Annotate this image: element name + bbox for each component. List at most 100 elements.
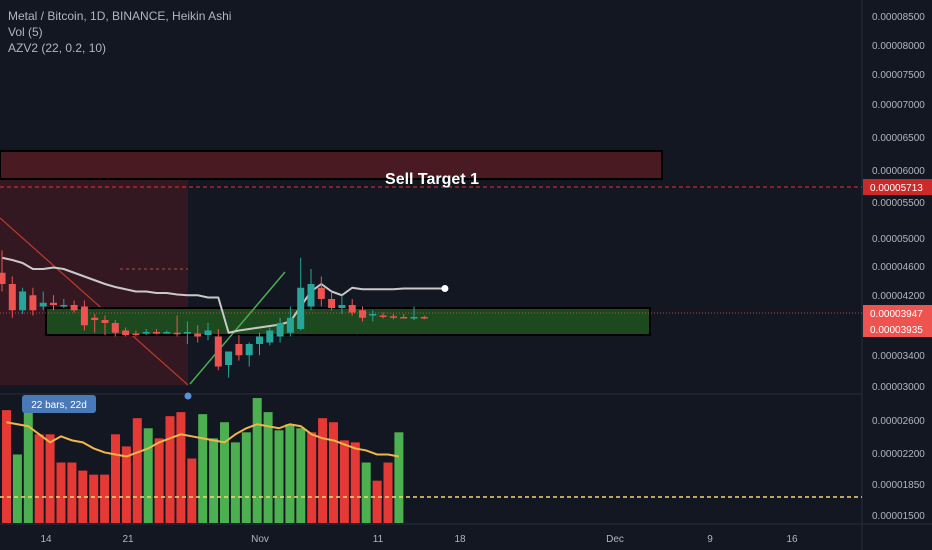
candle-body[interactable] [235,344,243,356]
candle-body[interactable] [0,272,6,284]
candle-body[interactable] [39,302,47,307]
candle-body[interactable] [307,284,315,307]
candle-body[interactable] [132,333,140,336]
candle-body[interactable] [389,316,397,318]
volume-bar[interactable] [2,410,11,523]
time-tick: 9 [707,534,713,545]
volume-bar[interactable] [187,458,197,524]
pivot-marker[interactable] [184,392,192,400]
candle-body[interactable] [19,291,27,311]
candle-body[interactable] [214,336,222,367]
volume-axis[interactable]: 0.00002600 0.00002200 0.00001850 0.00001… [872,416,925,522]
volume-bar[interactable] [143,428,153,523]
candle-body[interactable] [317,287,325,299]
time-axis[interactable]: 14 21 Nov 11 18 Dec 9 16 [40,534,798,545]
volume-bar[interactable] [121,446,131,523]
candle-body[interactable] [286,317,294,333]
volume-bar[interactable] [372,480,382,523]
volume-bar[interactable] [296,428,306,523]
candle-body[interactable] [225,351,233,366]
volume-tick: 0.00001500 [872,511,925,522]
candle-body[interactable] [297,287,305,329]
volume-bar[interactable] [176,412,186,523]
candle-body[interactable] [369,314,377,316]
last-price-marker [863,305,932,321]
volume-bar[interactable] [361,462,371,523]
volume-bar[interactable] [100,474,110,523]
candle-body[interactable] [91,317,99,320]
candle-body[interactable] [153,332,160,334]
time-tick: 11 [373,534,384,545]
volume-bar[interactable] [230,442,240,523]
volume-bar[interactable] [89,474,99,523]
support-zone-box[interactable] [45,307,651,336]
candle-body[interactable] [122,330,130,336]
candle-body[interactable] [101,320,109,323]
volume-bar[interactable] [67,462,77,523]
volume-bar[interactable] [23,406,33,523]
volume-bar[interactable] [34,434,44,523]
volume-bar[interactable] [274,430,284,523]
candle-body[interactable] [111,323,119,333]
volume-bar[interactable] [285,424,295,523]
candle-body[interactable] [142,332,150,334]
volume-indicator-label[interactable]: Vol (5) [8,25,43,39]
candle-body[interactable] [70,305,78,311]
candle-body[interactable] [266,330,274,343]
candle-body[interactable] [183,332,191,334]
candle-body[interactable] [328,299,336,308]
volume-bar[interactable] [318,418,328,523]
volume-bar[interactable] [339,440,349,523]
volume-bar[interactable] [111,434,120,523]
volume-bar[interactable] [307,432,317,523]
candle-body[interactable] [194,333,202,337]
volume-bar[interactable] [154,438,164,523]
candle-body[interactable] [359,310,366,318]
candle-body[interactable] [379,315,387,318]
candle-body[interactable] [50,302,57,305]
volume-tick: 0.00002600 [872,416,925,427]
candle-body[interactable] [348,305,356,313]
candle-body[interactable] [163,332,171,334]
azv2-indicator-label[interactable]: AZV2 (22, 0.2, 10) [8,41,107,55]
volume-bar[interactable] [132,418,142,523]
candle-body[interactable] [8,284,16,311]
volume-bar[interactable] [56,462,66,523]
sell-zone-box[interactable] [0,150,663,180]
candle-body[interactable] [245,344,253,356]
volume-bar[interactable] [220,422,229,523]
volume-bar[interactable] [241,432,251,523]
volume-bar[interactable] [45,434,55,523]
candle-body[interactable] [400,317,408,319]
price-axis[interactable]: 0.00008500 0.00008000 0.00007500 0.00007… [872,12,925,393]
volume-bar[interactable] [198,414,208,523]
volume-bar[interactable] [165,416,175,523]
candle-body[interactable] [29,295,37,311]
volume-bar[interactable] [209,438,219,523]
candle-body[interactable] [80,306,88,326]
candle-body[interactable] [204,330,212,336]
candle-body[interactable] [410,317,418,319]
volume-bar[interactable] [383,462,393,523]
volume-bar[interactable] [263,412,273,523]
volume-bar[interactable] [12,454,22,523]
volume-bar[interactable] [350,442,360,523]
volume-ma-line [6,421,400,458]
volume-bar[interactable] [78,470,88,523]
candle-body[interactable] [60,305,68,307]
volume-bar[interactable] [252,398,262,523]
price-tick: 0.00003400 [872,351,925,362]
price-tick: 0.00005000 [872,234,925,245]
price-tick: 0.00008000 [872,41,925,52]
red-shaded-region [0,155,188,385]
volume-bar[interactable] [394,432,404,523]
candle-body[interactable] [338,305,346,308]
time-tick: Dec [606,534,624,545]
candle-body[interactable] [173,332,181,335]
candle-body[interactable] [276,323,284,337]
volume-bar[interactable] [329,422,338,523]
candle-body[interactable] [420,317,428,319]
symbol-title[interactable]: Metal / Bitcoin, 1D, BINANCE, Heikin Ash… [8,9,232,23]
candle-body[interactable] [256,336,263,345]
